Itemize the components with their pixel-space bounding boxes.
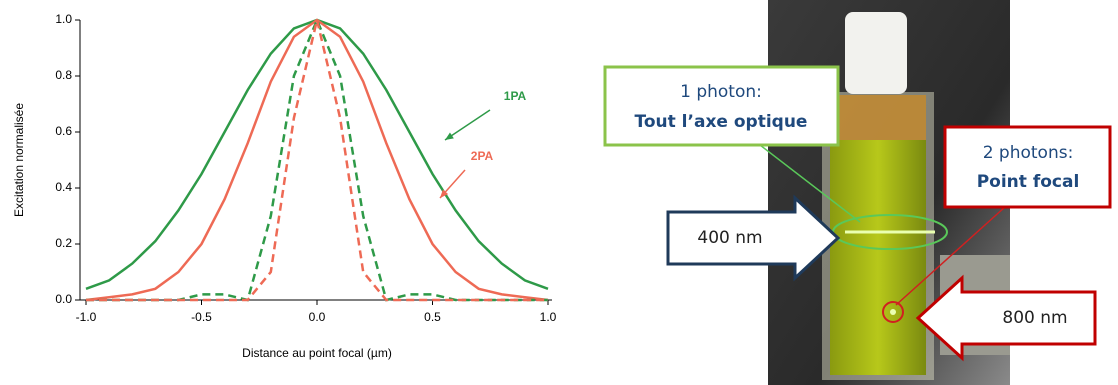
- y-tick-label: 0.4: [55, 180, 72, 194]
- series-label: 1PA: [504, 89, 527, 103]
- arrow-800: [915, 274, 1097, 362]
- cap: [845, 12, 907, 94]
- arrow-label: 800 nm: [1002, 308, 1067, 328]
- x-tick-label: -0.5: [191, 310, 212, 324]
- pointer: [895, 206, 1006, 306]
- red-circle: [882, 301, 904, 323]
- y-tick-label: 0.8: [55, 68, 72, 82]
- liquid: [830, 140, 926, 375]
- red-box: [943, 125, 1112, 209]
- box-text: 1 photon:: [680, 82, 762, 102]
- series-label: 2PA: [471, 149, 494, 163]
- box-text: Point focal: [977, 172, 1080, 192]
- arrow-head: [445, 132, 454, 140]
- chart: 0.0 0.2 0.4 0.6 0.8 1.0 -1.0 -0.5 0.0 0.5 1.0 Dista…: [12, 12, 556, 360]
- arrow-label: 400 nm: [697, 228, 762, 248]
- arrow-400: [666, 194, 841, 282]
- pointer: [759, 144, 861, 223]
- liquid-top: [830, 95, 926, 140]
- label-arrow: [444, 109, 491, 141]
- x-tick-label: 1.0: [540, 310, 557, 324]
- x-tick-label: 0.0: [309, 310, 326, 324]
- box-text: Tout l’axe optique: [635, 112, 808, 132]
- y-axis-label: Excitation normalisée: [12, 103, 26, 217]
- x-tick-label: -1.0: [76, 310, 97, 324]
- focal-spot: [890, 309, 896, 315]
- box-text: 2 photons:: [983, 143, 1074, 163]
- y-tick-label: 0.6: [55, 124, 72, 138]
- y-tick-label: 1.0: [55, 12, 72, 26]
- x-tick-label: 0.5: [424, 310, 441, 324]
- series-line: [85, 18, 549, 302]
- arrow-head: [440, 189, 449, 198]
- y-tick-label: 0.0: [55, 292, 72, 306]
- y-tick-label: 0.2: [55, 236, 72, 250]
- green-box: [603, 65, 840, 147]
- x-axis-label: Distance au point focal (µm): [242, 346, 392, 360]
